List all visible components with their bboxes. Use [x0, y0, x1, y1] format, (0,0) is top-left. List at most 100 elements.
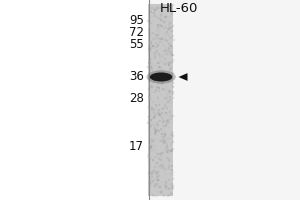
Point [168, 30, 173, 33]
Point [161, 193, 166, 196]
Point [146, 65, 150, 68]
Point [168, 171, 173, 175]
Point [164, 39, 169, 42]
Point [164, 95, 169, 99]
Point [160, 54, 165, 57]
Point [157, 61, 161, 64]
Point [165, 149, 170, 152]
Point [155, 151, 160, 155]
Point [146, 95, 151, 98]
Point [147, 60, 152, 63]
Point [169, 186, 174, 189]
Point [146, 128, 151, 131]
Point [153, 92, 158, 96]
Point [161, 124, 166, 127]
Point [149, 14, 154, 18]
Point [163, 123, 168, 126]
Point [146, 105, 151, 108]
Point [146, 171, 151, 174]
Point [147, 73, 152, 77]
Point [158, 13, 163, 16]
Point [148, 171, 153, 175]
Point [162, 172, 167, 175]
Point [149, 180, 154, 184]
Point [167, 95, 172, 98]
Point [171, 130, 176, 133]
Point [150, 116, 154, 119]
Point [153, 88, 158, 92]
Point [159, 75, 164, 78]
Point [167, 49, 171, 52]
Point [153, 41, 158, 44]
Point [164, 91, 169, 94]
Point [162, 102, 167, 105]
Point [147, 32, 152, 36]
Point [152, 115, 156, 118]
Point [155, 85, 160, 88]
Point [152, 51, 157, 54]
Point [166, 63, 171, 66]
Point [167, 115, 172, 118]
Point [152, 79, 157, 82]
Point [148, 178, 153, 181]
Point [166, 4, 171, 7]
Point [166, 163, 171, 166]
Point [148, 97, 153, 101]
Point [156, 185, 161, 188]
Point [170, 92, 175, 95]
Point [157, 27, 161, 30]
Point [168, 89, 173, 93]
Point [169, 105, 173, 108]
Point [151, 165, 155, 168]
Point [156, 165, 161, 169]
Point [159, 68, 164, 72]
Point [168, 57, 172, 60]
Point [165, 185, 170, 188]
Text: HL-60: HL-60 [159, 2, 198, 16]
Point [153, 144, 158, 148]
Point [147, 97, 152, 100]
Point [147, 156, 152, 159]
Point [148, 65, 153, 68]
Point [155, 170, 160, 173]
Point [158, 11, 163, 14]
Text: 95: 95 [129, 15, 144, 27]
Point [169, 131, 174, 134]
Point [169, 29, 173, 32]
Point [170, 80, 175, 83]
Point [161, 20, 166, 23]
Point [158, 24, 163, 27]
Point [164, 96, 169, 99]
Point [155, 74, 160, 77]
Point [149, 170, 154, 173]
Point [149, 62, 154, 65]
Point [155, 190, 160, 193]
Point [164, 119, 169, 122]
Point [160, 117, 165, 120]
Point [146, 87, 151, 90]
Point [159, 166, 164, 169]
Point [167, 157, 171, 160]
Point [153, 102, 158, 106]
Point [156, 30, 161, 33]
Point [169, 83, 174, 86]
Point [161, 80, 166, 83]
Point [159, 111, 164, 114]
Point [167, 91, 171, 95]
Point [164, 142, 169, 145]
Point [155, 123, 160, 126]
Point [158, 179, 163, 182]
Point [150, 179, 154, 182]
Point [146, 159, 150, 163]
Point [162, 135, 167, 138]
Point [163, 23, 168, 26]
Point [162, 15, 167, 18]
Point [168, 149, 173, 152]
Point [151, 73, 156, 76]
Point [147, 182, 152, 185]
Point [159, 4, 164, 7]
Point [154, 70, 159, 73]
Point [162, 132, 167, 135]
Point [152, 138, 157, 141]
Point [152, 155, 157, 158]
